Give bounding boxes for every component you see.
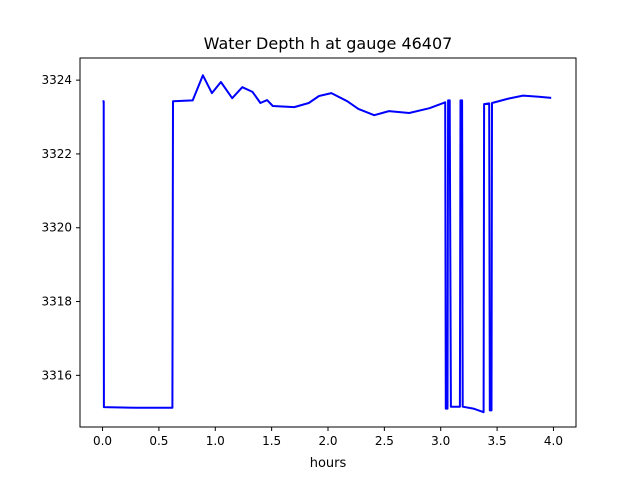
chart-title: Water Depth h at gauge 46407 (204, 34, 453, 53)
x-tick-label: 2.5 (375, 434, 394, 448)
x-tick-label: 1.0 (206, 434, 225, 448)
x-tick-label: 1.5 (262, 434, 281, 448)
x-axis-label: hours (310, 456, 347, 471)
x-tick-label: 3.0 (431, 434, 450, 448)
x-tick-label: 4.0 (544, 434, 563, 448)
series-line-h (102, 74, 552, 414)
plot-frame (79, 57, 577, 428)
x-tick-label: 0.0 (93, 434, 112, 448)
y-tick-label: 3320 (41, 221, 72, 235)
x-tick-label: 3.5 (488, 434, 507, 448)
y-tick-label: 3322 (41, 147, 72, 161)
x-tick-label: 2.0 (318, 434, 337, 448)
x-tick-label: 0.5 (149, 434, 168, 448)
y-tick-label: 3316 (41, 368, 72, 382)
y-tick-label: 3324 (41, 73, 72, 87)
y-tick-label: 3318 (41, 295, 72, 309)
